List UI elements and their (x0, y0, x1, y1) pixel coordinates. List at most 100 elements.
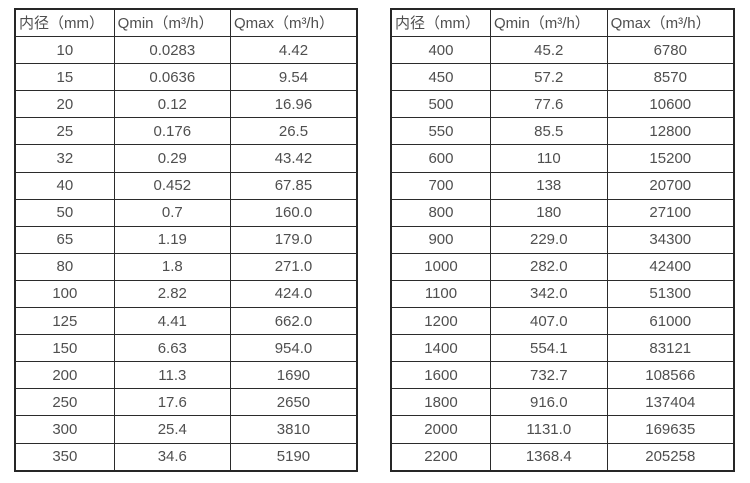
table-cell: 900 (390, 225, 491, 254)
column-header: Qmin（m³/h） (489, 8, 608, 38)
table-cell: 42400 (606, 252, 735, 281)
table-cell: 4.41 (113, 307, 231, 336)
table-cell: 1690 (229, 361, 358, 390)
table-cell: 0.0283 (113, 36, 231, 65)
table-cell: 2.82 (113, 279, 231, 309)
table-cell: 800 (390, 198, 491, 227)
table-cell: 271.0 (229, 252, 358, 281)
table-row: 800 180 27100 (390, 198, 735, 227)
table-row: 100 2.82 424.0 (14, 279, 358, 309)
table-row: 1400 554.1 83121 (390, 334, 735, 363)
table-cell: 0.0636 (113, 63, 231, 92)
table-cell: 1600 (390, 361, 491, 390)
table-header: 内径（mm） Qmin（m³/h） Qmax（m³/h） (14, 8, 358, 38)
table-row: 1200 407.0 61000 (390, 307, 735, 336)
table-cell: 282.0 (489, 252, 608, 281)
table-row: 900 229.0 34300 (390, 225, 735, 254)
table-row: 40 0.452 67.85 (14, 171, 358, 200)
table-row: 550 85.5 12800 (390, 117, 735, 146)
table-cell: 229.0 (489, 225, 608, 254)
column-header: Qmin（m³/h） (113, 8, 231, 38)
table-cell: 6.63 (113, 334, 231, 363)
table-cell: 1.19 (113, 225, 231, 254)
table-row: 50 0.7 160.0 (14, 198, 358, 227)
table-cell: 350 (14, 442, 115, 472)
column-header: 内径（mm） (14, 8, 115, 38)
table-cell: 40 (14, 171, 115, 200)
table-cell: 150 (14, 334, 115, 363)
table-cell: 250 (14, 388, 115, 417)
table-row: 600 110 15200 (390, 144, 735, 173)
table-cell: 45.2 (489, 36, 608, 65)
table-cell: 50 (14, 198, 115, 227)
table-cell: 160.0 (229, 198, 358, 227)
table-cell: 5190 (229, 442, 358, 472)
table-cell: 51300 (606, 279, 735, 309)
table-row: 25 0.176 26.5 (14, 117, 358, 146)
column-header: 内径（mm） (390, 8, 491, 38)
table-cell: 20700 (606, 171, 735, 200)
table-cell: 108566 (606, 361, 735, 390)
flow-table-small-diameter: 内径（mm） Qmin（m³/h） Qmax（m³/h） 10 0.0283 4.42 1… (14, 8, 358, 472)
table-cell: 180 (489, 198, 608, 227)
table-body: 10 0.0283 4.42 15 0.0636 9.54 20 0.12 16.96 25 0.1… (14, 36, 358, 472)
table-cell: 1800 (390, 388, 491, 417)
table-cell: 65 (14, 225, 115, 254)
table-cell: 1200 (390, 307, 491, 336)
table-cell: 61000 (606, 307, 735, 336)
table-cell: 100 (14, 279, 115, 309)
table-cell: 15200 (606, 144, 735, 173)
table-cell: 4.42 (229, 36, 358, 65)
table-cell: 67.85 (229, 171, 358, 200)
table-row: 15 0.0636 9.54 (14, 63, 358, 92)
table-row: 10 0.0283 4.42 (14, 36, 358, 65)
table-cell: 25.4 (113, 415, 231, 444)
table-cell: 205258 (606, 442, 735, 472)
table-cell: 342.0 (489, 279, 608, 309)
header-row: 内径（mm） Qmin（m³/h） Qmax（m³/h） (14, 8, 358, 38)
table-cell: 662.0 (229, 307, 358, 336)
table-row: 700 138 20700 (390, 171, 735, 200)
table-row: 150 6.63 954.0 (14, 334, 358, 363)
table-row: 250 17.6 2650 (14, 388, 358, 417)
table-row: 200 11.3 1690 (14, 361, 358, 390)
table-cell: 10 (14, 36, 115, 65)
table-cell: 77.6 (489, 90, 608, 119)
table-cell: 916.0 (489, 388, 608, 417)
table-cell: 1131.0 (489, 415, 608, 444)
table-row: 350 34.6 5190 (14, 442, 358, 472)
table-cell: 32 (14, 144, 115, 173)
table-cell: 26.5 (229, 117, 358, 146)
table-cell: 83121 (606, 334, 735, 363)
table-cell: 300 (14, 415, 115, 444)
table-header: 内径（mm） Qmin（m³/h） Qmax（m³/h） (390, 8, 735, 38)
table-cell: 0.12 (113, 90, 231, 119)
table-cell: 732.7 (489, 361, 608, 390)
table-row: 20 0.12 16.96 (14, 90, 358, 119)
table-cell: 12800 (606, 117, 735, 146)
table-cell: 0.452 (113, 171, 231, 200)
table-row: 1000 282.0 42400 (390, 252, 735, 281)
table-cell: 169635 (606, 415, 735, 444)
table-cell: 34.6 (113, 442, 231, 472)
table-cell: 554.1 (489, 334, 608, 363)
table-cell: 43.42 (229, 144, 358, 173)
table-cell: 125 (14, 307, 115, 336)
flow-table-large-diameter: 内径（mm） Qmin（m³/h） Qmax（m³/h） 400 45.2 6780 45… (390, 8, 735, 472)
table-row: 65 1.19 179.0 (14, 225, 358, 254)
table-row: 2000 1131.0 169635 (390, 415, 735, 444)
table-cell: 9.54 (229, 63, 358, 92)
table-row: 400 45.2 6780 (390, 36, 735, 65)
table-cell: 0.29 (113, 144, 231, 173)
table-cell: 3810 (229, 415, 358, 444)
table-cell: 6780 (606, 36, 735, 65)
table-cell: 407.0 (489, 307, 608, 336)
table-cell: 16.96 (229, 90, 358, 119)
table-row: 1600 732.7 108566 (390, 361, 735, 390)
table-cell: 0.7 (113, 198, 231, 227)
table-cell: 25 (14, 117, 115, 146)
table-row: 125 4.41 662.0 (14, 307, 358, 336)
table-cell: 20 (14, 90, 115, 119)
table-row: 300 25.4 3810 (14, 415, 358, 444)
